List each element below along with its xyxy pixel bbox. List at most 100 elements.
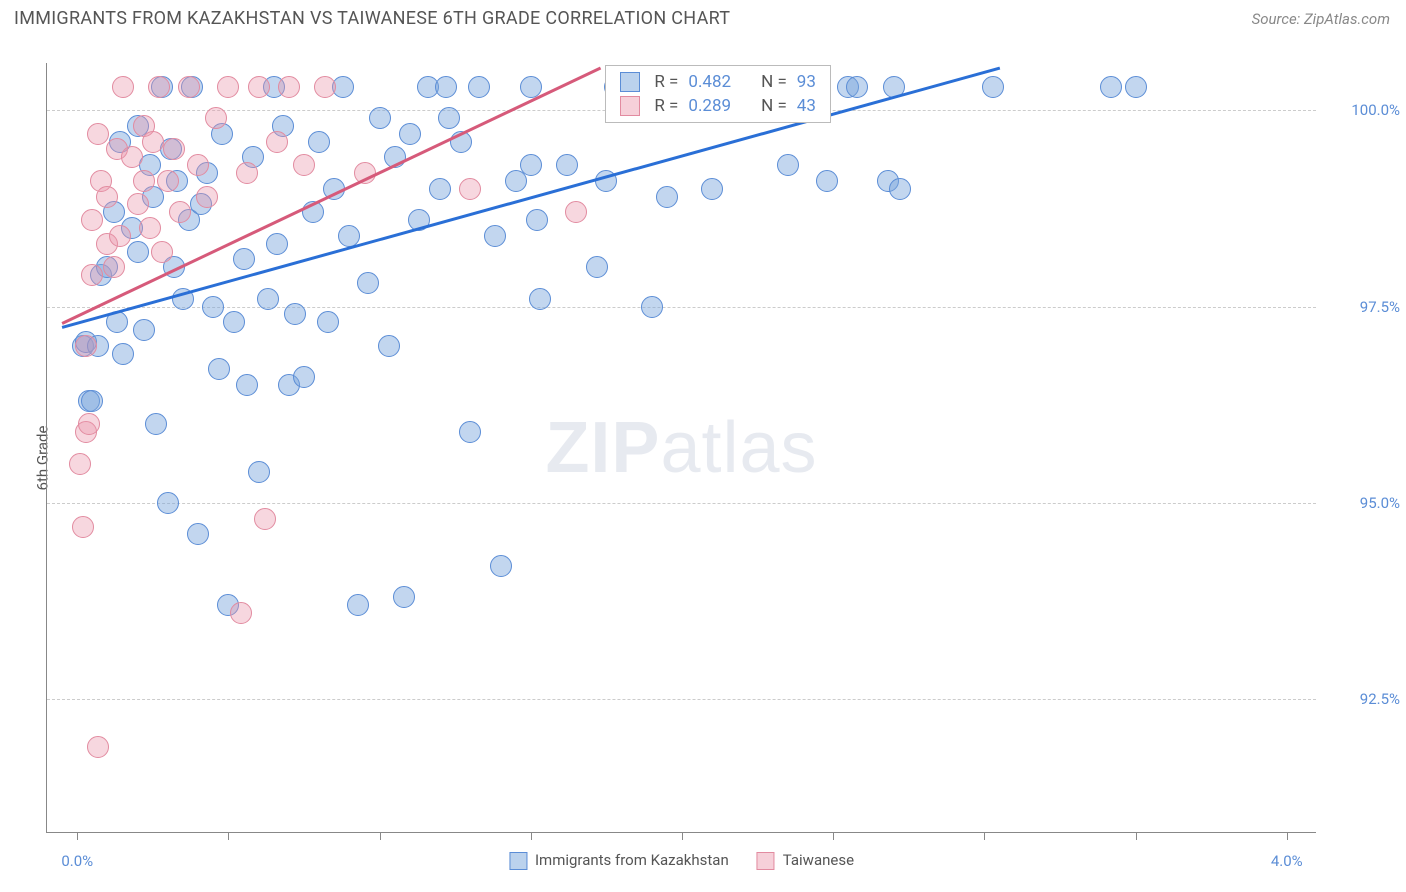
y-tick-label: 100.0% — [1351, 101, 1400, 119]
title-row: IMMIGRANTS FROM KAZAKHSTAN VS TAIWANESE … — [0, 0, 1406, 33]
watermark-atlas: atlas — [660, 408, 817, 488]
scatter-point-kazakhstan — [529, 288, 551, 310]
legend-item-taiwanese: Taiwanese — [757, 851, 854, 870]
scatter-point-kazakhstan — [233, 248, 255, 270]
scatter-point-taiwanese — [278, 76, 300, 98]
scatter-point-kazakhstan — [357, 272, 379, 294]
scatter-point-taiwanese — [217, 76, 239, 98]
scatter-point-kazakhstan — [484, 225, 506, 247]
scatter-point-kazakhstan — [459, 421, 481, 443]
scatter-point-taiwanese — [236, 162, 258, 184]
chart-wrap: 6th Grade ZIPatlas Immigrants from Kazak… — [0, 33, 1406, 883]
scatter-point-taiwanese — [163, 138, 185, 160]
scatter-point-kazakhstan — [586, 256, 608, 278]
scatter-point-taiwanese — [148, 76, 170, 98]
scatter-point-kazakhstan — [208, 358, 230, 380]
x-tick — [380, 832, 381, 840]
scatter-point-taiwanese — [314, 76, 336, 98]
scatter-point-taiwanese — [205, 107, 227, 129]
watermark: ZIPatlas — [545, 407, 817, 489]
scatter-point-taiwanese — [196, 186, 218, 208]
x-tick — [228, 832, 229, 840]
scatter-point-kazakhstan — [1100, 76, 1122, 98]
r-value: 0.482 — [688, 72, 731, 92]
scatter-point-kazakhstan — [145, 413, 167, 435]
scatter-point-taiwanese — [178, 76, 200, 98]
scatter-point-kazakhstan — [248, 461, 270, 483]
scatter-point-taiwanese — [248, 76, 270, 98]
scatter-point-kazakhstan — [284, 303, 306, 325]
scatter-point-kazakhstan — [816, 170, 838, 192]
scatter-point-kazakhstan — [266, 233, 288, 255]
stats-row-taiwanese: R = 0.289 N = 43 — [606, 94, 830, 118]
scatter-point-taiwanese — [133, 170, 155, 192]
scatter-point-taiwanese — [87, 123, 109, 145]
x-tick — [531, 832, 532, 840]
scatter-point-kazakhstan — [317, 311, 339, 333]
plot-area: ZIPatlas Immigrants from KazakhstanTaiwa… — [46, 63, 1316, 833]
x-tick — [984, 832, 985, 840]
scatter-point-kazakhstan — [133, 319, 155, 341]
scatter-point-kazakhstan — [187, 523, 209, 545]
x-tick — [1287, 832, 1288, 840]
x-tick — [77, 832, 78, 840]
scatter-point-taiwanese — [139, 217, 161, 239]
scatter-point-kazakhstan — [236, 374, 258, 396]
n-value: 93 — [797, 72, 816, 92]
scatter-point-taiwanese — [230, 602, 252, 624]
scatter-point-taiwanese — [81, 264, 103, 286]
scatter-point-kazakhstan — [369, 107, 391, 129]
scatter-point-kazakhstan — [293, 366, 315, 388]
scatter-point-kazakhstan — [556, 154, 578, 176]
legend-swatch-taiwanese — [757, 852, 775, 870]
gridline — [47, 699, 1316, 700]
scatter-point-kazakhstan — [202, 296, 224, 318]
x-tick-label: 0.0% — [61, 852, 93, 870]
scatter-point-kazakhstan — [490, 555, 512, 577]
legend-item-kazakhstan: Immigrants from Kazakhstan — [509, 851, 729, 870]
scatter-point-taiwanese — [157, 170, 179, 192]
n-label: N = — [761, 96, 787, 116]
legend-swatch-kazakhstan — [509, 852, 527, 870]
scatter-point-kazakhstan — [223, 311, 245, 333]
scatter-point-kazakhstan — [378, 335, 400, 357]
y-tick-label: 97.5% — [1360, 298, 1400, 316]
scatter-point-kazakhstan — [257, 288, 279, 310]
scatter-point-taiwanese — [565, 201, 587, 223]
scatter-point-kazakhstan — [1125, 76, 1147, 98]
gridline — [47, 307, 1316, 308]
stats-swatch-taiwanese — [620, 96, 640, 116]
scatter-point-kazakhstan — [526, 209, 548, 231]
r-value: 0.289 — [688, 96, 731, 116]
scatter-point-taiwanese — [459, 178, 481, 200]
scatter-point-kazakhstan — [308, 131, 330, 153]
watermark-zip: ZIP — [545, 408, 660, 488]
scatter-point-kazakhstan — [520, 154, 542, 176]
scatter-point-kazakhstan — [399, 123, 421, 145]
scatter-point-kazakhstan — [982, 76, 1004, 98]
scatter-point-taiwanese — [72, 516, 94, 538]
scatter-point-taiwanese — [142, 131, 164, 153]
scatter-point-kazakhstan — [701, 178, 723, 200]
scatter-point-taiwanese — [293, 154, 315, 176]
scatter-point-taiwanese — [112, 76, 134, 98]
x-tick — [833, 832, 834, 840]
scatter-point-kazakhstan — [81, 390, 103, 412]
scatter-point-kazakhstan — [435, 76, 457, 98]
legend-label: Taiwanese — [783, 851, 854, 869]
scatter-point-kazakhstan — [846, 76, 868, 98]
scatter-point-kazakhstan — [468, 76, 490, 98]
scatter-point-taiwanese — [78, 413, 100, 435]
scatter-point-kazakhstan — [393, 586, 415, 608]
r-label: R = — [654, 96, 678, 116]
scatter-point-kazakhstan — [127, 241, 149, 263]
n-label: N = — [761, 72, 787, 92]
n-value: 43 — [797, 96, 816, 116]
y-tick-label: 92.5% — [1360, 690, 1400, 708]
scatter-point-kazakhstan — [520, 76, 542, 98]
y-tick-label: 95.0% — [1360, 494, 1400, 512]
stats-row-kazakhstan: R =0.482N =93 — [606, 70, 830, 94]
source-label: Source: ZipAtlas.com — [1252, 10, 1390, 28]
scatter-point-taiwanese — [103, 256, 125, 278]
scatter-point-kazakhstan — [438, 107, 460, 129]
